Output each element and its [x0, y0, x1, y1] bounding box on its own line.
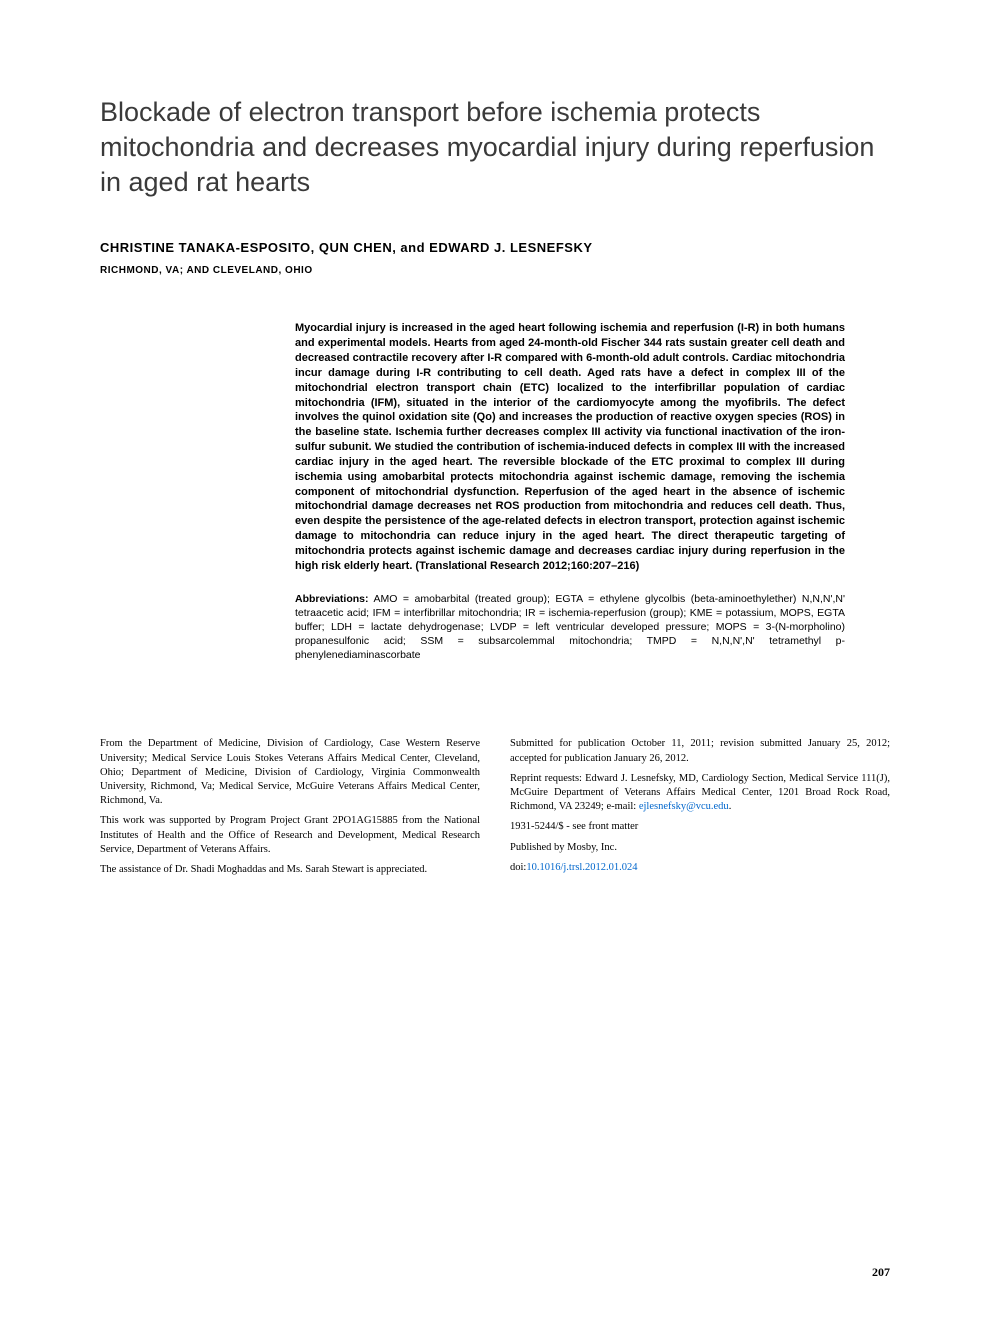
author-affiliation: RICHMOND, VA; AND CLEVELAND, OHIO: [100, 265, 890, 276]
footer-reprint: Reprint requests: Edward J. Lesnefsky, M…: [510, 772, 890, 815]
reprint-email-link[interactable]: ejlesnefsky@vcu.edu: [639, 801, 729, 812]
abbreviations-container: Abbreviations: AMO = amobarbital (treate…: [295, 592, 845, 663]
footer: From the Department of Medicine, Divisio…: [100, 737, 890, 883]
authors-list: CHRISTINE TANAKA-ESPOSITO, QUN CHEN, and…: [100, 240, 890, 255]
page-number: 207: [872, 1265, 890, 1280]
reprint-period: .: [729, 801, 732, 812]
abstract-container: Myocardial injury is increased in the ag…: [295, 321, 845, 573]
footer-submitted: Submitted for publication October 11, 20…: [510, 737, 890, 765]
footer-publisher: Published by Mosby, Inc.: [510, 841, 890, 855]
footer-doi: doi:10.1016/j.trsl.2012.01.024: [510, 861, 890, 875]
footer-right-column: Submitted for publication October 11, 20…: [510, 737, 890, 883]
abbreviations-content: AMO = amobarbital (treated group); EGTA …: [295, 593, 845, 662]
doi-label: doi:: [510, 862, 526, 873]
footer-from: From the Department of Medicine, Divisio…: [100, 737, 480, 808]
abstract-text: Myocardial injury is increased in the ag…: [295, 321, 845, 573]
doi-link[interactable]: 10.1016/j.trsl.2012.01.024: [526, 862, 637, 873]
abbreviations-text: Abbreviations: AMO = amobarbital (treate…: [295, 592, 845, 663]
footer-assistance: The assistance of Dr. Shadi Moghaddas an…: [100, 863, 480, 877]
footer-left-column: From the Department of Medicine, Divisio…: [100, 737, 480, 883]
article-title: Blockade of electron transport before is…: [100, 95, 890, 200]
abbreviations-label: Abbreviations:: [295, 593, 369, 605]
footer-support: This work was supported by Program Proje…: [100, 814, 480, 857]
footer-issn: 1931-5244/$ - see front matter: [510, 820, 890, 834]
